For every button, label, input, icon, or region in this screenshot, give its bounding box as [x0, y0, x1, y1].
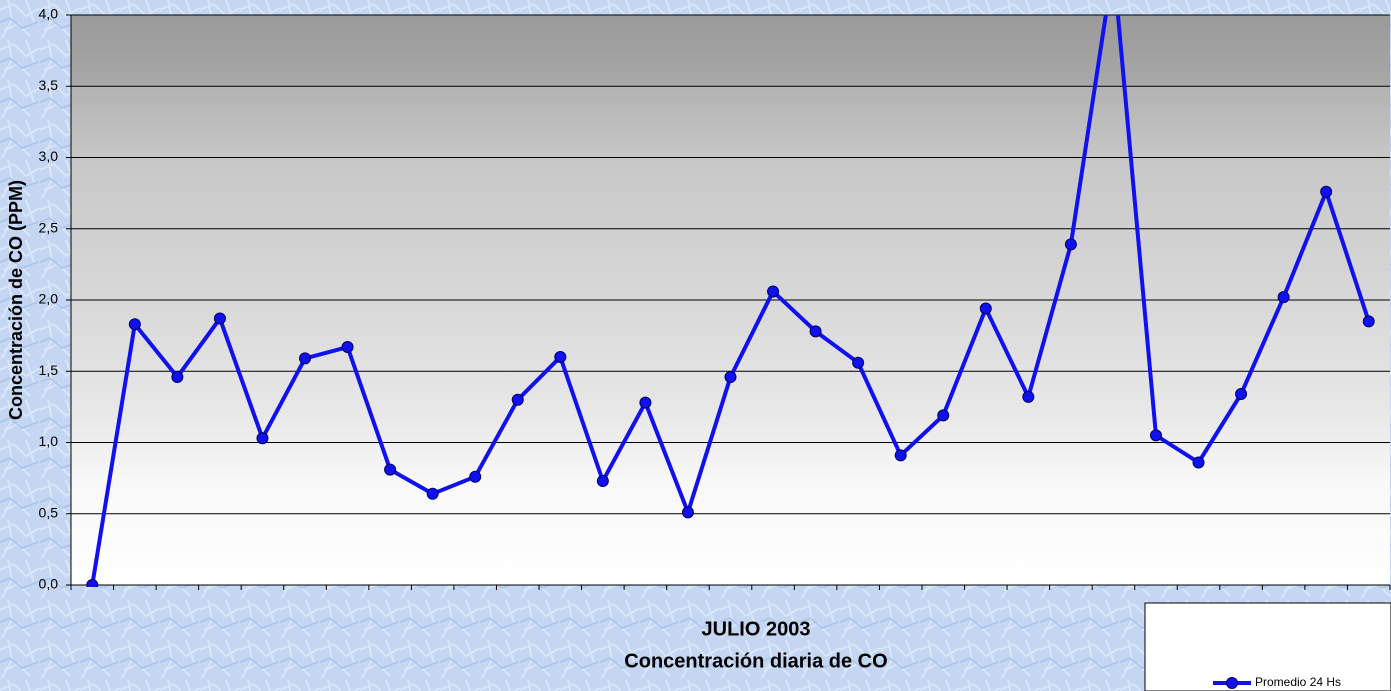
marker [1321, 186, 1332, 197]
marker [1193, 457, 1204, 468]
marker [810, 326, 821, 337]
y-tick-label: 1,5 [39, 362, 59, 378]
marker [129, 319, 140, 330]
y-tick-label: 2,0 [39, 291, 59, 307]
marker [1278, 292, 1289, 303]
y-tick-label: 2,5 [39, 219, 59, 235]
marker [725, 371, 736, 382]
marker [1363, 316, 1374, 327]
marker [1150, 430, 1161, 441]
marker [1023, 391, 1034, 402]
marker [172, 371, 183, 382]
chart-title: JULIO 2003 [702, 618, 811, 640]
marker [980, 303, 991, 314]
marker [1236, 389, 1247, 400]
marker [682, 507, 693, 518]
marker [300, 353, 311, 364]
marker [470, 471, 481, 482]
marker [640, 397, 651, 408]
legend-marker [1227, 678, 1238, 689]
marker [257, 433, 268, 444]
marker [427, 488, 438, 499]
marker [512, 394, 523, 405]
chart: JULIO 2003 Concentración diaria de CO Co… [0, 0, 1391, 691]
marker [938, 410, 949, 421]
chart-subtitle: Concentración diaria de CO [624, 650, 887, 672]
marker [555, 352, 566, 363]
marker [214, 313, 225, 324]
marker [1065, 239, 1076, 250]
y-tick-label: 0,5 [39, 504, 59, 520]
marker [342, 342, 353, 353]
marker [385, 464, 396, 475]
legend-label: Promedio 24 Hs [1255, 675, 1341, 689]
y-tick-label: 3,0 [39, 148, 59, 164]
y-axis-label: Concentración de CO (PPM) [6, 180, 26, 420]
marker [895, 450, 906, 461]
y-tick-label: 1,0 [39, 433, 59, 449]
marker [597, 475, 608, 486]
y-tick-label: 3,5 [39, 77, 59, 93]
y-tick-label: 0,0 [39, 576, 59, 592]
marker [853, 357, 864, 368]
y-tick-label: 4,0 [39, 6, 59, 22]
marker [768, 286, 779, 297]
